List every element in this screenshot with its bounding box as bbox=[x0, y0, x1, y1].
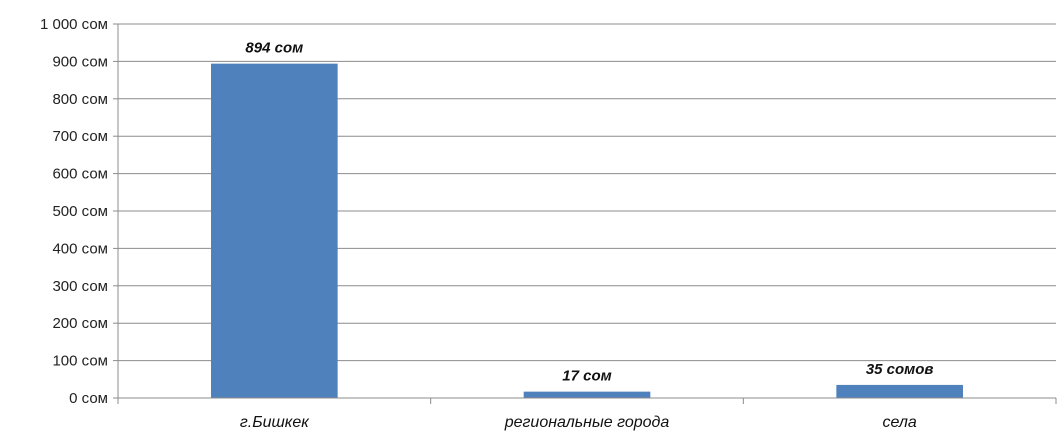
y-tick-label: 500 сом bbox=[52, 203, 108, 220]
data-label: 17 сом bbox=[562, 368, 611, 385]
y-tick-label: 200 сом bbox=[52, 315, 108, 332]
data-labels: 894 сом 17 сом 35 сомов bbox=[245, 40, 933, 385]
category-labels: г.Бишкек региональные города села bbox=[240, 414, 917, 431]
y-tick-label: 600 сом bbox=[52, 166, 108, 183]
data-label: 35 сомов bbox=[866, 361, 934, 378]
y-tick-label: 900 сом bbox=[52, 53, 108, 70]
y-tick-label: 100 сом bbox=[52, 353, 108, 370]
category-label: г.Бишкек bbox=[240, 414, 310, 431]
y-tick-label: 0 сом bbox=[69, 390, 108, 407]
y-tick-label: 1 000 сом bbox=[40, 16, 108, 33]
data-label: 894 сом bbox=[245, 40, 303, 57]
bar bbox=[836, 384, 963, 398]
category-label: региональные города bbox=[504, 414, 670, 431]
y-tick-label: 400 сом bbox=[52, 240, 108, 257]
y-axis-ticks: 0 сом 100 сом 200 сом 300 сом 400 сом 500 сом… bbox=[40, 16, 118, 407]
y-tick-label: 700 сом bbox=[52, 128, 108, 145]
category-label: села bbox=[883, 414, 917, 431]
y-tick-label: 300 сом bbox=[52, 278, 108, 295]
x-axis bbox=[117, 24, 1057, 404]
bars bbox=[211, 63, 963, 398]
y-tick-label: 800 сом bbox=[52, 91, 108, 108]
bar bbox=[523, 391, 651, 398]
bar bbox=[211, 63, 338, 398]
